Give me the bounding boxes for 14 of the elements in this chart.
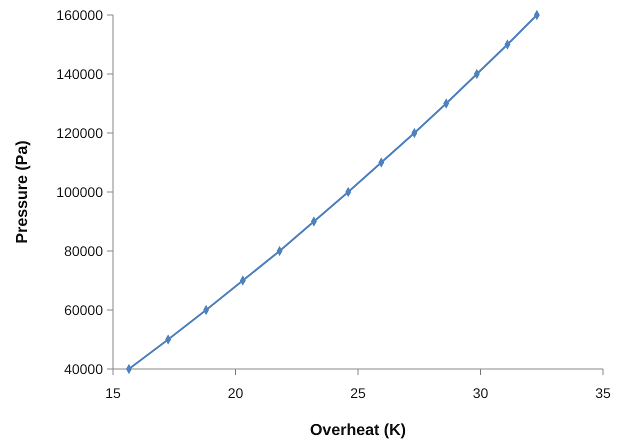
- y-tick-label: 140000: [56, 66, 104, 82]
- x-tick-label: 15: [105, 385, 121, 401]
- y-tick-label: 80000: [64, 242, 104, 259]
- x-axis-title: Overheat (K): [310, 422, 406, 439]
- x-tick-label: 25: [350, 385, 366, 401]
- x-tick-label: 35: [595, 385, 611, 401]
- y-tick-label: 40000: [64, 360, 104, 377]
- x-tick-label: 30: [472, 385, 488, 401]
- y-tick-label: 120000: [56, 124, 104, 141]
- y-tick-label: 100000: [56, 184, 104, 200]
- y-tick-label: 160000: [56, 6, 104, 23]
- y-axis-title: Pressure (Pa): [14, 140, 31, 244]
- y-tick-label: 60000: [64, 302, 104, 318]
- x-tick-label: 20: [228, 385, 244, 401]
